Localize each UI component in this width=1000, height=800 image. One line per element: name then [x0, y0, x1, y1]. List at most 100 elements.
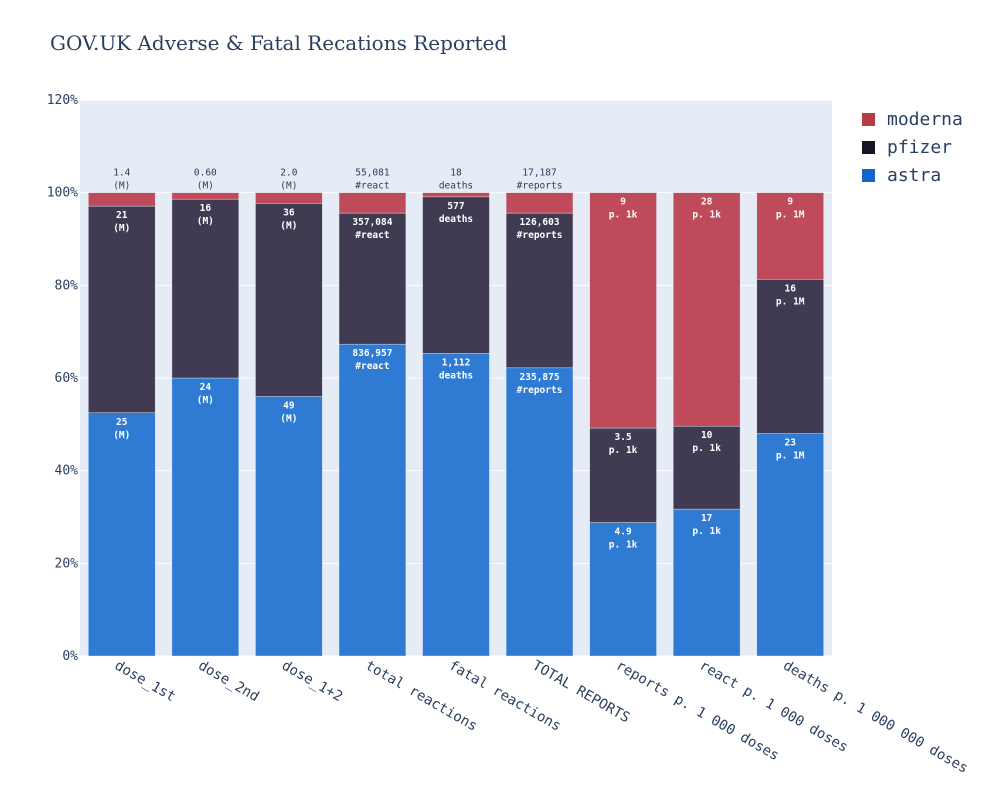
- legend-swatch-astra[interactable]: [862, 169, 875, 182]
- bar-astra[interactable]: [756, 433, 824, 657]
- bar-pfizer[interactable]: [672, 425, 741, 510]
- data-label-unit: p. 1M: [776, 451, 805, 462]
- x-tick-label: react p. 1 000 doses: [697, 658, 851, 756]
- y-tick-label: 120%: [47, 93, 78, 108]
- y-tick-label: 20%: [55, 556, 79, 571]
- data-label-unit: #react: [355, 230, 389, 241]
- legend-item-pfizer[interactable]: pfizer: [887, 137, 952, 158]
- data-label-unit: (M): [113, 223, 130, 234]
- data-label: 2.0: [280, 168, 297, 179]
- bar-astra[interactable]: [505, 367, 574, 657]
- data-label-unit: (M): [197, 395, 214, 406]
- data-label-unit: (M): [197, 216, 214, 227]
- data-label-unit: p. 1M: [776, 210, 805, 221]
- data-label: 18: [450, 168, 462, 179]
- data-label-unit: p. 1k: [609, 210, 638, 221]
- data-label: 235,875: [520, 372, 560, 383]
- data-label-unit: p. 1k: [609, 540, 638, 551]
- data-label-unit: (M): [280, 181, 297, 192]
- data-label: 16: [784, 283, 796, 294]
- data-label: 17,187: [522, 168, 556, 179]
- data-label: 1,112: [442, 357, 471, 368]
- legend-swatch-moderna[interactable]: [862, 113, 875, 126]
- legend-swatch-pfizer[interactable]: [862, 141, 875, 154]
- chart-title: GOV.UK Adverse & Fatal Recations Reporte…: [50, 31, 507, 55]
- bar-moderna[interactable]: [255, 192, 323, 204]
- legend-item-astra[interactable]: astra: [887, 165, 941, 186]
- bar-astra[interactable]: [171, 377, 240, 657]
- data-labels: 25 (M) 21 (M) 1.4 (M) 24 (M) 16 (M) 0.60 (M) 49 (M) 36…: [113, 168, 805, 551]
- data-label: 9: [787, 197, 793, 208]
- data-label: 126,603: [520, 217, 560, 228]
- data-label: 36: [283, 207, 295, 218]
- data-label: 17: [701, 513, 712, 524]
- bar-pfizer[interactable]: [756, 279, 824, 434]
- x-axis: dose_1st dose_2nd dose_1+2 total reactionsf…: [112, 658, 971, 777]
- data-label: 16: [200, 203, 212, 214]
- x-tick-label: dose_1+2: [279, 658, 345, 706]
- data-label-unit: p. 1k: [609, 445, 638, 456]
- bar-pfizer[interactable]: [88, 205, 156, 413]
- legend[interactable]: moderna pfizer astra: [862, 109, 963, 186]
- bar-astra[interactable]: [422, 353, 490, 657]
- bar-pfizer[interactable]: [422, 196, 490, 354]
- data-label-unit: #react: [355, 361, 389, 372]
- data-label-unit: #reports: [517, 385, 563, 396]
- data-label: 4.9: [615, 527, 632, 538]
- data-label: 577: [447, 201, 464, 212]
- y-tick-label: 80%: [55, 278, 79, 293]
- data-label-unit: p. 1k: [692, 443, 721, 454]
- data-label: 9: [620, 197, 626, 208]
- data-label: 3.5: [615, 432, 632, 443]
- data-label: 28: [701, 197, 713, 208]
- data-label-unit: p. 1k: [692, 210, 721, 221]
- data-label-unit: p. 1M: [776, 296, 805, 307]
- data-label-unit: p. 1k: [692, 526, 721, 537]
- data-label: 1.4: [113, 168, 130, 179]
- bars: [88, 192, 824, 657]
- bar-astra[interactable]: [589, 522, 657, 657]
- bar-moderna[interactable]: [422, 192, 490, 198]
- data-label-unit: (M): [280, 220, 297, 231]
- bar-astra[interactable]: [255, 396, 323, 657]
- x-tick-label: dose_1st: [112, 658, 178, 706]
- bar-moderna[interactable]: [338, 192, 407, 214]
- bar-pfizer[interactable]: [255, 203, 323, 397]
- data-label-unit: (M): [113, 181, 130, 192]
- y-axis: 0% 20% 40% 60% 80% 100% 120%: [47, 93, 78, 664]
- data-label-unit: #reports: [517, 230, 563, 241]
- bar-moderna[interactable]: [672, 192, 741, 427]
- bar-pfizer[interactable]: [505, 212, 574, 369]
- bar-astra[interactable]: [338, 343, 407, 657]
- data-label: 21: [116, 210, 128, 221]
- data-label: 0.60: [194, 168, 217, 179]
- bar-moderna[interactable]: [756, 192, 824, 280]
- y-tick-label: 40%: [55, 464, 79, 479]
- legend-item-moderna[interactable]: moderna: [887, 109, 963, 130]
- data-label-unit: #reports: [517, 181, 563, 192]
- bar-moderna[interactable]: [171, 192, 240, 200]
- data-label: 836,957: [352, 348, 392, 359]
- data-label-unit: (M): [197, 181, 214, 192]
- bar-moderna[interactable]: [505, 192, 574, 214]
- x-tick-label: reports p. 1 000 doses: [613, 658, 782, 765]
- data-label: 10: [701, 430, 713, 441]
- data-label: 357,084: [352, 217, 392, 228]
- data-label: 49: [283, 401, 295, 412]
- bar-moderna[interactable]: [88, 192, 156, 207]
- data-label: 23: [784, 438, 796, 449]
- data-label: 24: [200, 382, 212, 393]
- bar-pfizer[interactable]: [338, 212, 407, 345]
- bar-moderna[interactable]: [589, 192, 657, 429]
- y-tick-label: 60%: [55, 371, 79, 386]
- y-tick-label: 100%: [47, 186, 78, 201]
- bar-astra[interactable]: [88, 412, 156, 657]
- data-label-unit: deaths: [439, 370, 473, 381]
- data-label-unit: (M): [280, 414, 297, 425]
- data-label-unit: #react: [355, 181, 389, 192]
- bar-pfizer[interactable]: [589, 427, 657, 523]
- bar-astra[interactable]: [672, 508, 741, 657]
- data-label-unit: deaths: [439, 181, 473, 192]
- data-label: 25: [116, 417, 128, 428]
